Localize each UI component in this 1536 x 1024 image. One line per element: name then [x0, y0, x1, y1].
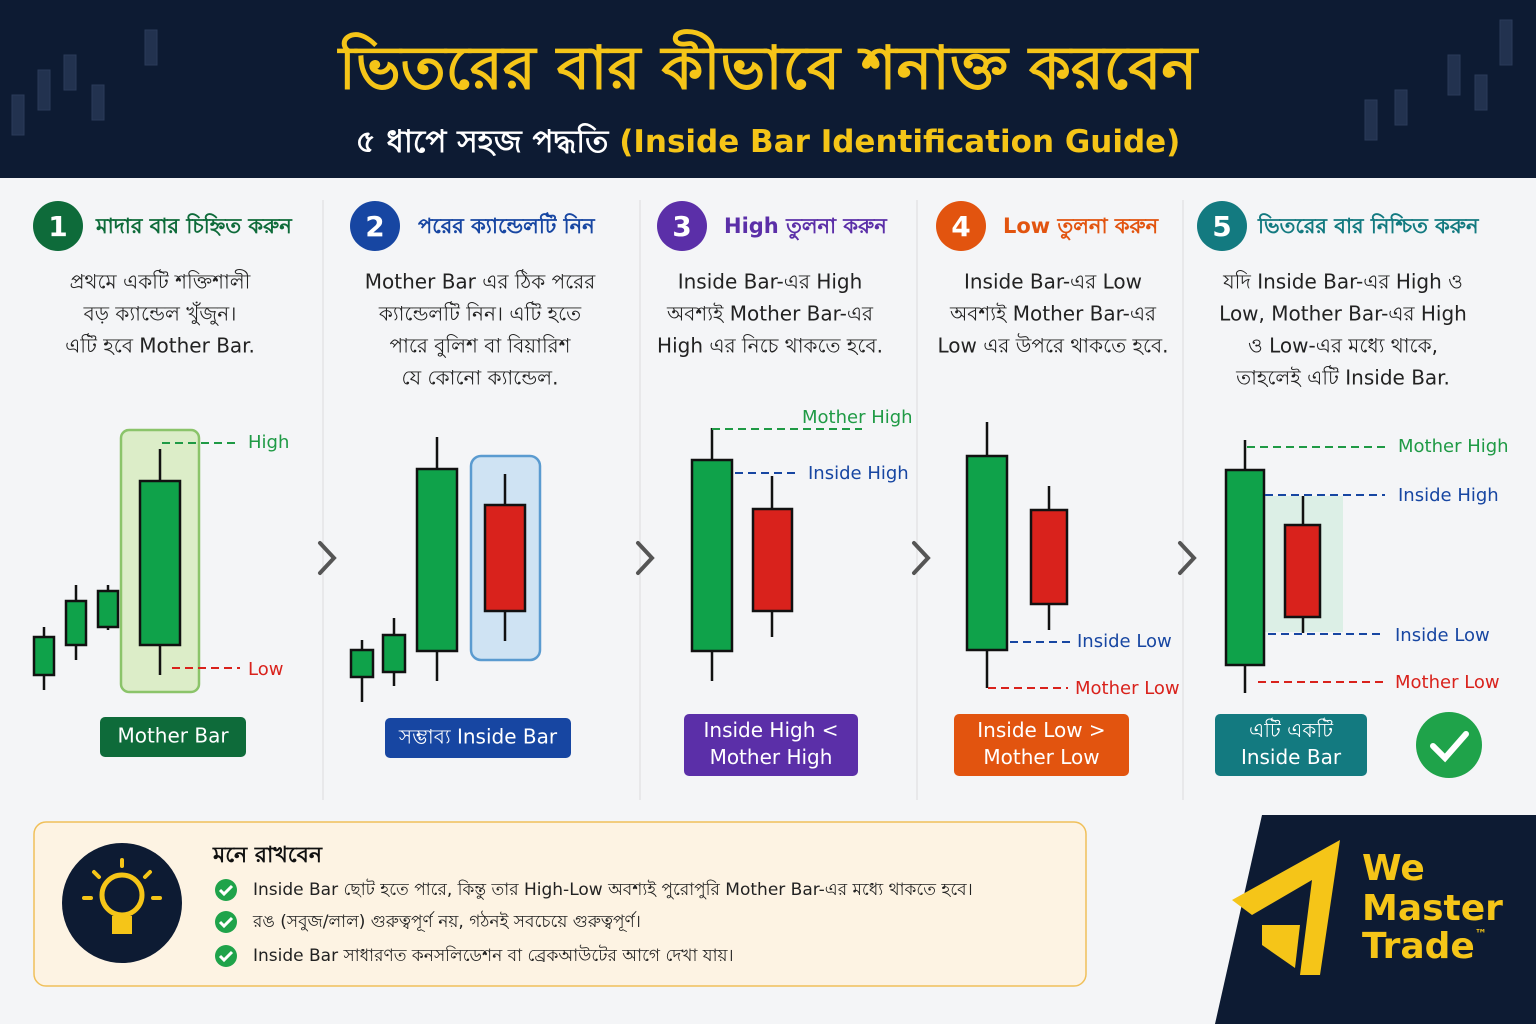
level-label: Mother High	[802, 407, 913, 428]
step-badge	[100, 717, 246, 757]
step-description: যদি Inside Bar-এর High ও	[1222, 270, 1463, 294]
level-label: Inside High	[1398, 485, 1499, 506]
level-label: Mother Low	[1075, 678, 1180, 699]
step-description: Inside Bar-এর Low	[964, 270, 1142, 294]
step-number: 2	[365, 210, 384, 243]
subtitle-en: (Inside Bar Identification Guide)	[619, 124, 1180, 160]
step-circle	[1197, 201, 1247, 251]
badge-text: Inside Bar	[1241, 745, 1342, 769]
step-description: প্রথমে একটি শক্তিশালী	[70, 270, 251, 294]
tips-list: Inside Bar ছোট হতে পারে, কিন্তু তার High…	[215, 879, 973, 967]
step-number: 1	[48, 210, 67, 243]
step-circle	[657, 201, 707, 251]
badge-text: Inside Low >	[977, 718, 1105, 742]
tip-item: Inside Bar সাধারণত কনসলিডেশন বা ব্রেকআউট…	[253, 945, 734, 966]
badge-text: Inside High <	[704, 718, 839, 742]
step-description: ক্যান্ডেলটি নিন। এটি হতে	[378, 302, 582, 326]
step-description: অবশ্যই Mother Bar-এর	[666, 302, 874, 326]
step-description: High এর নিচে থাকতে হবে.	[657, 334, 883, 358]
check-badge	[1416, 712, 1482, 778]
step-description: Low, Mother Bar-এর High	[1219, 302, 1467, 326]
candles	[32, 422, 1385, 702]
chevrons	[318, 541, 1197, 575]
badge-text: Mother High	[710, 745, 833, 769]
level-label: Mother High	[1398, 436, 1509, 457]
step-title: মাদার বার চিহ্নিত করুন	[95, 213, 293, 238]
header-band	[0, 0, 1536, 178]
step-description: অবশ্যই Mother Bar-এর	[949, 302, 1157, 326]
subtitle: ৫ ধাপে সহজ পদ্ধতি (Inside Bar Identifica…	[356, 122, 1181, 160]
step-description: Inside Bar-এর High	[678, 270, 863, 294]
step-badge	[684, 714, 858, 776]
step-badge	[385, 718, 571, 758]
logo-text: We	[1362, 848, 1425, 889]
logo-icon	[1232, 840, 1340, 975]
step-description: Low এর উপরে থাকতে হবে.	[937, 334, 1168, 358]
steps: 1 মাদার বার চিহ্নিত করুন প্রথমে একটি শক্তি…	[33, 201, 1480, 776]
step-number: 3	[672, 210, 691, 243]
step-description: তাহলেই এটি Inside Bar.	[1235, 366, 1450, 390]
subtitle-bn: ৫ ধাপে সহজ পদ্ধতি	[356, 122, 611, 160]
separators	[322, 200, 1184, 800]
logo-text: Trade™	[1362, 926, 1487, 967]
badge-text: Mother Low	[983, 745, 1099, 769]
tip-check-mark	[218, 950, 234, 963]
tip-item: রঙ (সবুজ/লাল) গুরুত্বপূর্ণ নয়, গঠনই সবচ…	[252, 911, 641, 932]
step-title: ভিতরের বার নিশ্চিত করুন	[1257, 213, 1480, 238]
step-number: 5	[1212, 210, 1231, 243]
trademark: ™	[1475, 927, 1487, 941]
header-decor	[11, 19, 1513, 141]
level-label: Inside Low	[1077, 631, 1172, 652]
level-label: Inside Low	[1395, 625, 1490, 646]
step-badge	[954, 714, 1129, 776]
bulb-icon	[62, 843, 182, 963]
step-title: High তুলনা করুন	[724, 214, 888, 240]
tip-check-mark	[218, 884, 234, 897]
step-description: এটি হবে Mother Bar.	[65, 334, 255, 358]
title: ভিতরের বার কীভাবে শনাক্ত করবেন	[337, 30, 1200, 104]
step-number: 4	[951, 210, 970, 243]
logo-word: Trade	[1362, 926, 1475, 967]
tip-check-mark	[218, 916, 234, 929]
level-label: Inside High	[808, 463, 909, 484]
level-label: Mother Low	[1395, 672, 1500, 693]
step-description: Mother Bar এর ঠিক পরের	[365, 270, 596, 294]
level-label: High	[248, 432, 289, 453]
badge-text: এটি একটি	[1249, 718, 1334, 742]
step-badge	[1215, 714, 1367, 776]
tips-title: মনে রাখবেন	[212, 843, 323, 868]
step-title: পরের ক্যান্ডেলটি নিন	[418, 212, 596, 238]
step-description: পারে বুলিশ বা বিয়ারিশ	[390, 334, 572, 358]
step-description: বড় ক্যান্ডেল খুঁজুন।	[83, 302, 237, 327]
tip-item: Inside Bar ছোট হতে পারে, কিন্তু তার High…	[253, 879, 973, 900]
badge-text: সম্ভাব্য Inside Bar	[398, 725, 558, 749]
step-circle	[33, 201, 83, 251]
step-description: যে কোনো ক্যান্ডেল.	[402, 366, 559, 390]
step-circle	[936, 201, 986, 251]
step-description: ও Low-এর মধ্যে থাকে,	[1248, 334, 1438, 358]
step-circle	[350, 201, 400, 251]
level-label: Low	[248, 659, 283, 680]
step-title: Low তুলনা করুন	[1003, 214, 1160, 240]
badge-text: Mother Bar	[117, 724, 229, 748]
tips-box	[33, 821, 1087, 987]
logo-text: Master	[1362, 888, 1503, 929]
